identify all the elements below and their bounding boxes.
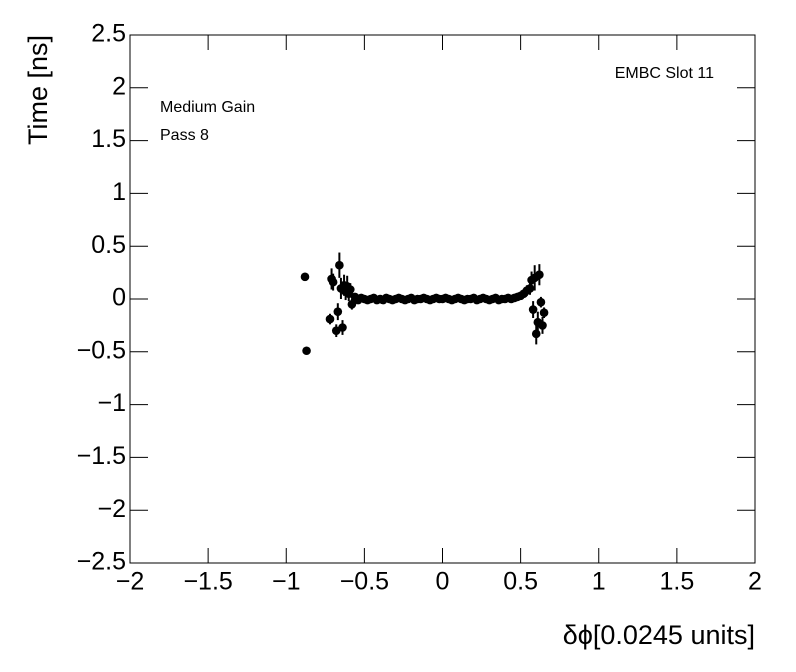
point bbox=[531, 329, 541, 339]
point bbox=[333, 307, 343, 316]
annotation: Pass 8 bbox=[160, 127, 209, 144]
point bbox=[539, 308, 549, 318]
point bbox=[346, 285, 355, 294]
x-tick-label: −1 bbox=[272, 568, 301, 596]
point bbox=[528, 305, 538, 314]
annotation: EMBC Slot 11 bbox=[615, 65, 714, 82]
y-tick-label: −1.5 bbox=[77, 442, 126, 470]
y-axis-title: Time [ns] bbox=[23, 35, 53, 145]
y-tick-label: 1 bbox=[112, 178, 126, 206]
x-tick-label: −0.5 bbox=[340, 568, 389, 596]
point bbox=[538, 321, 547, 330]
y-tick-label: 2.5 bbox=[91, 20, 126, 48]
point bbox=[347, 299, 357, 309]
point bbox=[302, 346, 311, 356]
y-tick-label: −2.5 bbox=[77, 548, 126, 576]
y-tick-label: −1 bbox=[97, 389, 126, 417]
point bbox=[300, 272, 310, 282]
point bbox=[328, 277, 338, 287]
y-tick-label: −0.5 bbox=[77, 336, 126, 364]
point bbox=[536, 297, 546, 307]
y-tick-label: 1.5 bbox=[91, 125, 126, 153]
point bbox=[338, 323, 347, 332]
x-tick-label: 0 bbox=[436, 568, 450, 596]
x-tick-label: 1.5 bbox=[659, 568, 694, 596]
x-tick-label: 0.5 bbox=[503, 568, 538, 596]
point bbox=[325, 314, 335, 324]
y-tick-label: 0.5 bbox=[91, 231, 126, 259]
x-tick-label: −1.5 bbox=[183, 568, 232, 596]
x-tick-label: 2 bbox=[748, 568, 762, 596]
annotation: Medium Gain bbox=[160, 99, 255, 116]
point bbox=[335, 260, 344, 270]
point bbox=[525, 284, 535, 293]
x-tick-label: 1 bbox=[592, 568, 606, 596]
x-axis-title: δϕ[0.0245 units] bbox=[563, 620, 755, 650]
y-tick-label: −2 bbox=[97, 495, 126, 523]
x-tick-label: −2 bbox=[116, 568, 145, 596]
y-tick-label: 0 bbox=[112, 284, 126, 312]
y-tick-label: 2 bbox=[112, 72, 126, 100]
point bbox=[535, 270, 544, 280]
